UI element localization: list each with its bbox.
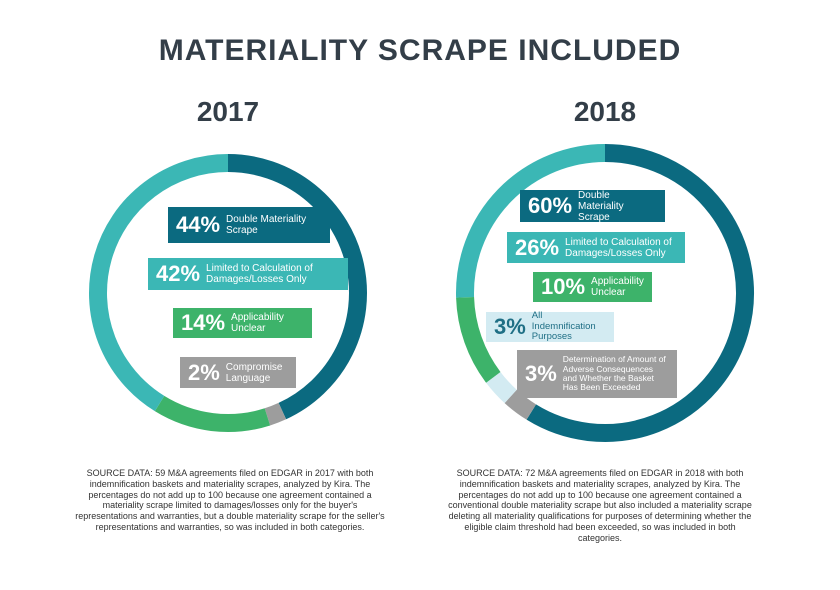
donut-segment [89, 154, 229, 412]
category-label: Determination of Amount of Adverse Conse… [562, 354, 666, 393]
value-label: 26% [515, 234, 560, 260]
category-label: Double Materiality Scrape [578, 189, 624, 223]
chart-title: 2018 [573, 96, 637, 127]
donut-segment [456, 296, 501, 383]
value-label: 14% [181, 310, 226, 335]
value-label: 42% [156, 261, 201, 286]
label-box: 42% Limited to Calculation of Damages/Los… [148, 258, 348, 290]
category-label: Limited to Calculation of Damages/Losses… [206, 263, 313, 285]
donut-segment [486, 371, 517, 404]
donut-segment [154, 395, 271, 432]
label-box: 44% Double Materiality Scrape [168, 207, 330, 243]
source-note: SOURCE DATA: 59 M&A agreements filed on … [75, 468, 385, 532]
label-box: 14% Applicability Unclear [173, 308, 312, 338]
value-label: 10% [541, 274, 586, 299]
page-title: MATERIALITY SCRAPE INCLUDED [158, 34, 682, 67]
value-label: 44% [176, 212, 221, 237]
label-box: 10% Applicability Unclear [533, 272, 652, 302]
category-label: Compromise Language [225, 361, 283, 384]
value-label: 3% [525, 361, 557, 386]
donut-segment [504, 389, 537, 420]
category-label: Double Materiality Scrape [226, 214, 307, 236]
donut-segment [526, 144, 754, 442]
label-box: 60% Double Materiality Scrape [520, 189, 665, 223]
donut-segment [456, 144, 606, 298]
value-label: 2% [188, 359, 220, 385]
value-label: 60% [528, 193, 573, 218]
category-label: Applicability Unclear [591, 276, 644, 298]
donut-segment [264, 402, 287, 426]
source-note: SOURCE DATA: 72 M&A agreements filed on … [448, 468, 752, 543]
chart-title: 2017 [196, 96, 260, 127]
label-box: 2% Compromise Language [180, 357, 296, 388]
label-box: 3% All Indemnification Purposes [486, 310, 614, 343]
label-box: 26% Limited to Calculation of Damages/Los… [507, 232, 685, 263]
category-label: Applicability Unclear [231, 312, 284, 334]
value-label: 3% [494, 314, 526, 339]
category-label: All Indemnification Purposes [531, 310, 596, 343]
category-label: Limited to Calculation of Damages/Losses… [565, 236, 672, 259]
donut-segment [227, 154, 367, 420]
label-box: 3% Determination of Amount of Adverse Con… [517, 350, 677, 398]
